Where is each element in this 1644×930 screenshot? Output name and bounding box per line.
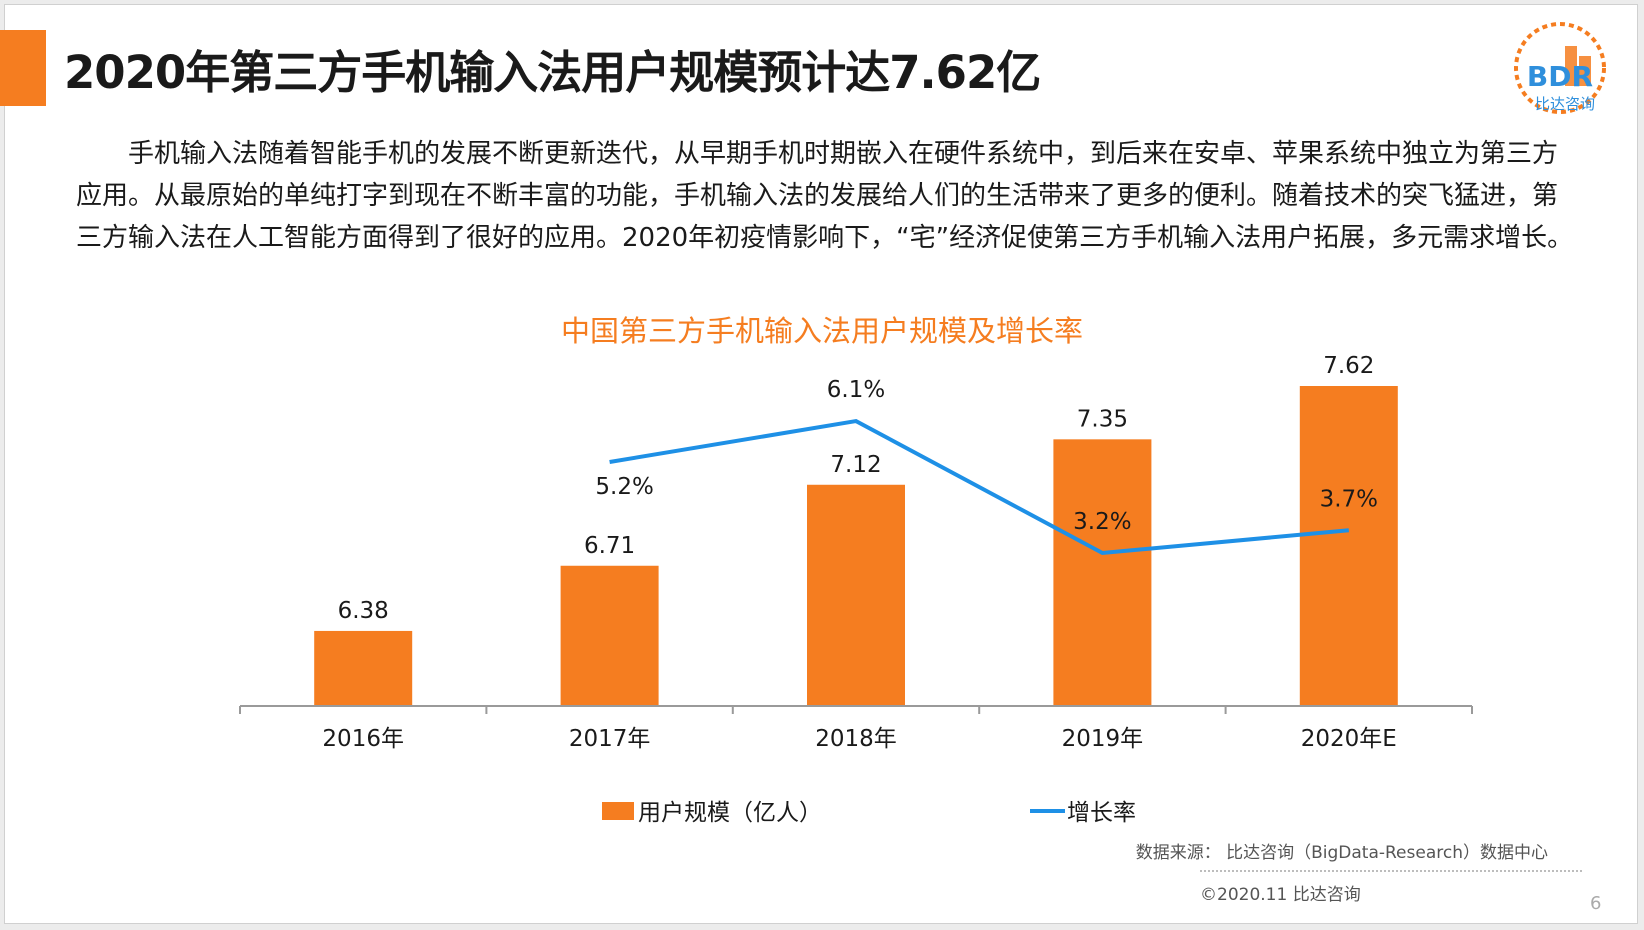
bar (314, 630, 413, 706)
bar-value-label: 6.71 (584, 533, 635, 559)
x-tick-label: 2020年E (1301, 726, 1397, 752)
bar (807, 484, 905, 706)
growth-value-label: 6.1% (827, 377, 885, 403)
page-number: 6 (1590, 893, 1602, 914)
x-tick-label: 2017年 (569, 726, 651, 752)
x-tick-label: 2019年 (1062, 726, 1144, 752)
bar-value-label: 7.12 (830, 452, 881, 478)
page-title: 2020年第三方手机输入法用户规模预计达7.62亿 (64, 46, 1041, 99)
growth-line (609, 418, 1349, 556)
logo-arc (1514, 22, 1606, 114)
copyright-note: ©2020.11 比达咨询 (1200, 885, 1361, 905)
logo-subtext: 比达咨询 (1535, 95, 1595, 113)
bar-value-label: 7.35 (1077, 406, 1128, 432)
x-tick-label: 2018年 (815, 726, 897, 752)
logo-bar-1 (1565, 46, 1577, 86)
bar-value-label: 6.38 (338, 598, 389, 624)
title-accent-bar (0, 30, 46, 106)
bar-value-label: 7.62 (1323, 353, 1374, 379)
growth-value-label: 5.2% (595, 474, 653, 500)
chart-title: 中国第三方手机输入法用户规模及增长率 (561, 314, 1083, 348)
footer-divider (1200, 870, 1582, 872)
source-note: 数据来源： 比达咨询（BigData-Research）数据中心 (1135, 843, 1548, 863)
bar (1299, 386, 1398, 706)
bdr-logo-icon: BDR 比达咨询 (1514, 22, 1606, 114)
legend-label-bar: 用户规模（亿人） (638, 800, 822, 826)
logo-bar-2 (1579, 56, 1591, 86)
growth-value-label: 3.2% (1073, 509, 1131, 535)
legend-label-line: 增长率 (1067, 800, 1136, 826)
legend-swatch-bar (602, 802, 634, 820)
logo-text: BDR (1527, 60, 1593, 93)
intro-paragraph: 手机输入法随着智能手机的发展不断更新迭代，从早期手机时期嵌入在硬件系统中，到后来… (76, 139, 1574, 253)
growth-value-label: 3.7% (1320, 486, 1378, 512)
bar (1053, 439, 1152, 706)
x-tick-label: 2016年 (322, 726, 404, 752)
bar (560, 565, 659, 706)
